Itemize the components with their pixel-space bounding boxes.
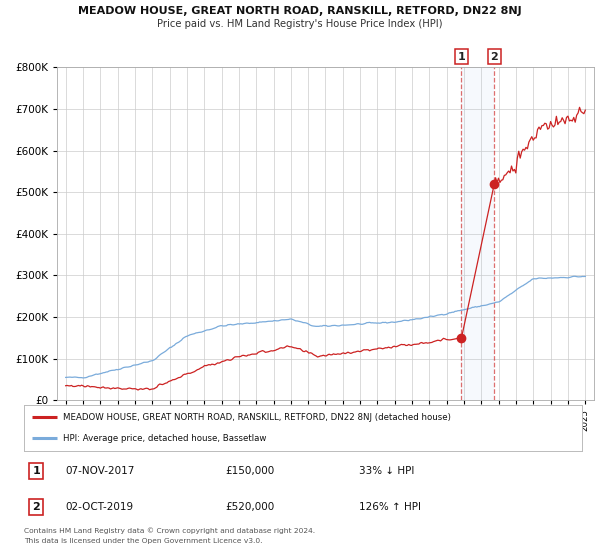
Text: This data is licensed under the Open Government Licence v3.0.: This data is licensed under the Open Gov… xyxy=(24,538,263,544)
Text: 2: 2 xyxy=(32,502,40,512)
Text: 1: 1 xyxy=(458,52,466,62)
Text: 2: 2 xyxy=(491,52,498,62)
Text: £150,000: £150,000 xyxy=(225,466,274,475)
Bar xyxy=(461,67,494,400)
Text: HPI: Average price, detached house, Bassetlaw: HPI: Average price, detached house, Bass… xyxy=(63,434,266,443)
Text: Contains HM Land Registry data © Crown copyright and database right 2024.: Contains HM Land Registry data © Crown c… xyxy=(24,528,315,534)
Text: MEADOW HOUSE, GREAT NORTH ROAD, RANSKILL, RETFORD, DN22 8NJ: MEADOW HOUSE, GREAT NORTH ROAD, RANSKILL… xyxy=(78,6,522,16)
Text: 02-OCT-2019: 02-OCT-2019 xyxy=(66,502,134,512)
Text: 07-NOV-2017: 07-NOV-2017 xyxy=(66,466,135,475)
Text: 1: 1 xyxy=(32,466,40,475)
Text: MEADOW HOUSE, GREAT NORTH ROAD, RANSKILL, RETFORD, DN22 8NJ (detached house): MEADOW HOUSE, GREAT NORTH ROAD, RANSKILL… xyxy=(63,413,451,422)
Text: Price paid vs. HM Land Registry's House Price Index (HPI): Price paid vs. HM Land Registry's House … xyxy=(157,19,443,29)
Text: 126% ↑ HPI: 126% ↑ HPI xyxy=(359,502,421,512)
Text: 33% ↓ HPI: 33% ↓ HPI xyxy=(359,466,414,475)
Text: £520,000: £520,000 xyxy=(225,502,274,512)
